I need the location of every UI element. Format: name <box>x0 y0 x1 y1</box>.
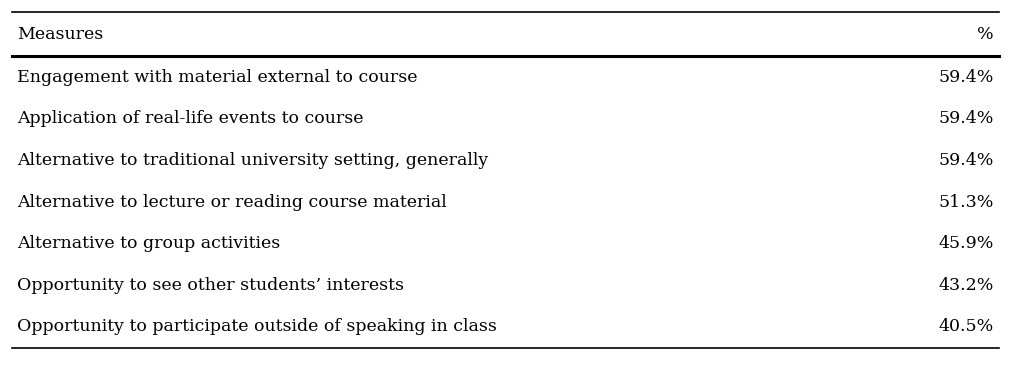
Text: 59.4%: 59.4% <box>938 69 994 86</box>
Text: 51.3%: 51.3% <box>938 194 994 210</box>
Text: 43.2%: 43.2% <box>938 277 994 294</box>
Text: 45.9%: 45.9% <box>938 235 994 252</box>
Text: Alternative to lecture or reading course material: Alternative to lecture or reading course… <box>17 194 447 210</box>
Text: Opportunity to see other students’ interests: Opportunity to see other students’ inter… <box>17 277 404 294</box>
Text: Measures: Measures <box>17 26 103 44</box>
Text: Alternative to traditional university setting, generally: Alternative to traditional university se… <box>17 152 488 169</box>
Text: Alternative to group activities: Alternative to group activities <box>17 235 280 252</box>
Text: Opportunity to participate outside of speaking in class: Opportunity to participate outside of sp… <box>17 319 497 335</box>
Text: %: % <box>978 26 994 44</box>
Text: Engagement with material external to course: Engagement with material external to cou… <box>17 69 418 86</box>
Text: Application of real-life events to course: Application of real-life events to cours… <box>17 110 364 127</box>
Text: 59.4%: 59.4% <box>938 152 994 169</box>
Text: 40.5%: 40.5% <box>938 319 994 335</box>
Text: 59.4%: 59.4% <box>938 110 994 127</box>
